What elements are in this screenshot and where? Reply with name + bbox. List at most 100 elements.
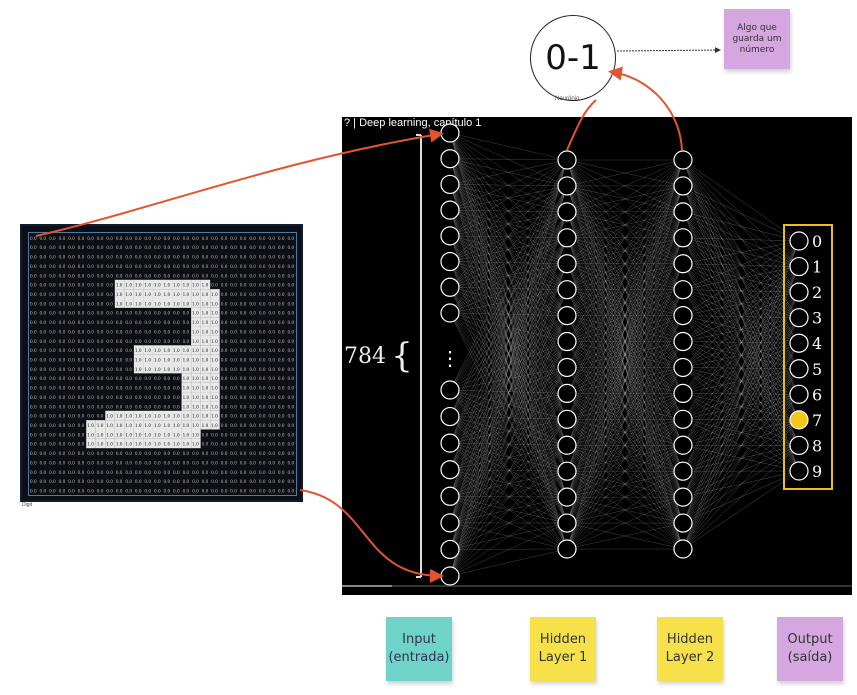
network-edge	[449, 287, 568, 498]
network-edge	[566, 341, 684, 498]
network-edge	[566, 289, 684, 446]
mnist-pixel-value: 0.0	[68, 339, 75, 344]
mnist-pixel-value: 0.0	[78, 442, 85, 447]
mnist-pixel-value: 1.0	[164, 367, 171, 372]
mnist-pixel-value: 0.0	[173, 236, 180, 241]
network-edge	[566, 289, 684, 316]
mnist-pixel-value: 0.0	[144, 236, 151, 241]
mnist-pixel-value: 0.0	[249, 358, 256, 363]
network-edge	[682, 317, 800, 550]
mnist-pixel-value: 0.0	[268, 423, 275, 428]
network-edge	[566, 367, 684, 420]
mnist-pixel-value: 0.0	[278, 376, 285, 381]
network-edge	[449, 445, 568, 577]
mnist-pixel-value: 0.0	[68, 442, 75, 447]
mnist-pixel-value: 0.0	[259, 479, 266, 484]
mnist-pixel-value: 0.0	[97, 386, 104, 391]
network-edge	[449, 210, 568, 342]
mnist-pixel-value: 1.0	[192, 404, 199, 409]
mnist-pixel-value: 0.0	[183, 320, 190, 325]
mnist-pixel-value: 0.0	[278, 339, 285, 344]
mnist-pixel	[133, 289, 144, 299]
mnist-pixel-value: 0.0	[125, 386, 132, 391]
network-edge	[449, 261, 568, 316]
network-edge	[566, 445, 684, 524]
mnist-pixel	[210, 289, 220, 299]
legend-hidden1-text: Hidden Layer 1	[538, 632, 588, 665]
mnist-pixel	[181, 345, 192, 355]
hidden1-neuron	[557, 331, 577, 352]
network-edge	[449, 211, 568, 497]
network-edge	[566, 289, 684, 524]
mnist-pixel-value: 0.0	[59, 339, 66, 344]
mnist-pixel-value: 0.0	[59, 292, 66, 297]
network-edge	[449, 209, 568, 316]
mnist-pixel-value: 0.0	[287, 320, 294, 325]
mnist-pixel-value: 1.0	[192, 320, 199, 325]
mnist-pixel-value: 0.0	[183, 329, 190, 334]
mnist-pixel	[152, 429, 163, 439]
mnist-pixel-value: 0.0	[240, 320, 247, 325]
mnist-pixel-value: 0.0	[87, 460, 94, 465]
mnist-pixel-value: 0.0	[249, 451, 256, 456]
network-edge	[449, 185, 568, 523]
mnist-pixel-value: 0.0	[230, 442, 237, 447]
network-edge	[566, 159, 684, 524]
mnist-pixel-value: 0.0	[268, 245, 275, 250]
mnist-pixel-value: 0.0	[78, 414, 85, 419]
mnist-pixel-value: 0.0	[164, 489, 171, 494]
mnist-pixel-value: 0.0	[154, 264, 161, 269]
mnist-pixel-value: 0.0	[154, 470, 161, 475]
mnist-pixel-value: 0.0	[278, 245, 285, 250]
mnist-pixel-value: 0.0	[249, 489, 256, 494]
mnist-pixel-value: 0.0	[278, 320, 285, 325]
mnist-pixel	[191, 429, 201, 439]
mnist-pixel-value: 1.0	[87, 423, 94, 428]
mnist-pixel-value: 0.0	[59, 236, 66, 241]
output-label-9: 9	[812, 462, 822, 481]
mnist-pixel-value: 1.0	[164, 301, 171, 306]
network-edge	[566, 237, 684, 498]
network-edge	[566, 289, 684, 472]
mnist-pixel-value: 0.0	[278, 404, 285, 409]
network-edge	[449, 237, 568, 577]
mnist-pixel-value: 0.0	[106, 479, 113, 484]
network-edge	[449, 367, 568, 497]
mnist-pixel-value: 1.0	[183, 348, 190, 353]
progress-bar-played[interactable]	[342, 585, 392, 587]
mnist-pixel	[143, 289, 153, 299]
network-edge	[449, 184, 568, 472]
network-edge	[449, 261, 568, 290]
mnist-pixel-value: 1.0	[144, 414, 151, 419]
network-edge	[682, 240, 800, 472]
network-edge	[449, 235, 568, 472]
mnist-pixel-value: 0.0	[49, 236, 56, 241]
mnist-pixel-value: 0.0	[240, 376, 247, 381]
mnist-pixel	[124, 298, 134, 308]
network-edge	[566, 211, 684, 420]
network-edge	[566, 445, 684, 472]
network-edge	[566, 263, 684, 316]
mnist-pixel-value: 0.0	[240, 283, 247, 288]
network-edge	[449, 159, 568, 577]
mnist-pixel-value: 1.0	[192, 283, 199, 288]
mnist-pixel-value: 0.0	[59, 460, 66, 465]
network-edge	[449, 522, 568, 550]
mnist-pixel	[191, 298, 201, 308]
mnist-pixel	[143, 279, 153, 290]
mnist-pixel-value: 0.0	[30, 432, 37, 437]
progress-bar-track[interactable]	[392, 585, 852, 587]
mnist-pixel-value: 0.0	[211, 255, 218, 260]
mnist-pixel-value: 0.0	[249, 432, 256, 437]
network-edge	[682, 240, 800, 446]
mnist-pixel-value: 0.0	[30, 376, 37, 381]
input-neuron	[440, 406, 460, 427]
network-edge	[566, 185, 684, 316]
network-edge	[449, 211, 568, 523]
mnist-pixel-value: 0.0	[68, 264, 75, 269]
network-edge	[449, 235, 568, 394]
mnist-pixel	[152, 410, 163, 421]
mnist-pixel-value: 0.0	[30, 386, 37, 391]
mnist-pixel-value: 0.0	[116, 404, 123, 409]
network-edge	[449, 158, 568, 446]
